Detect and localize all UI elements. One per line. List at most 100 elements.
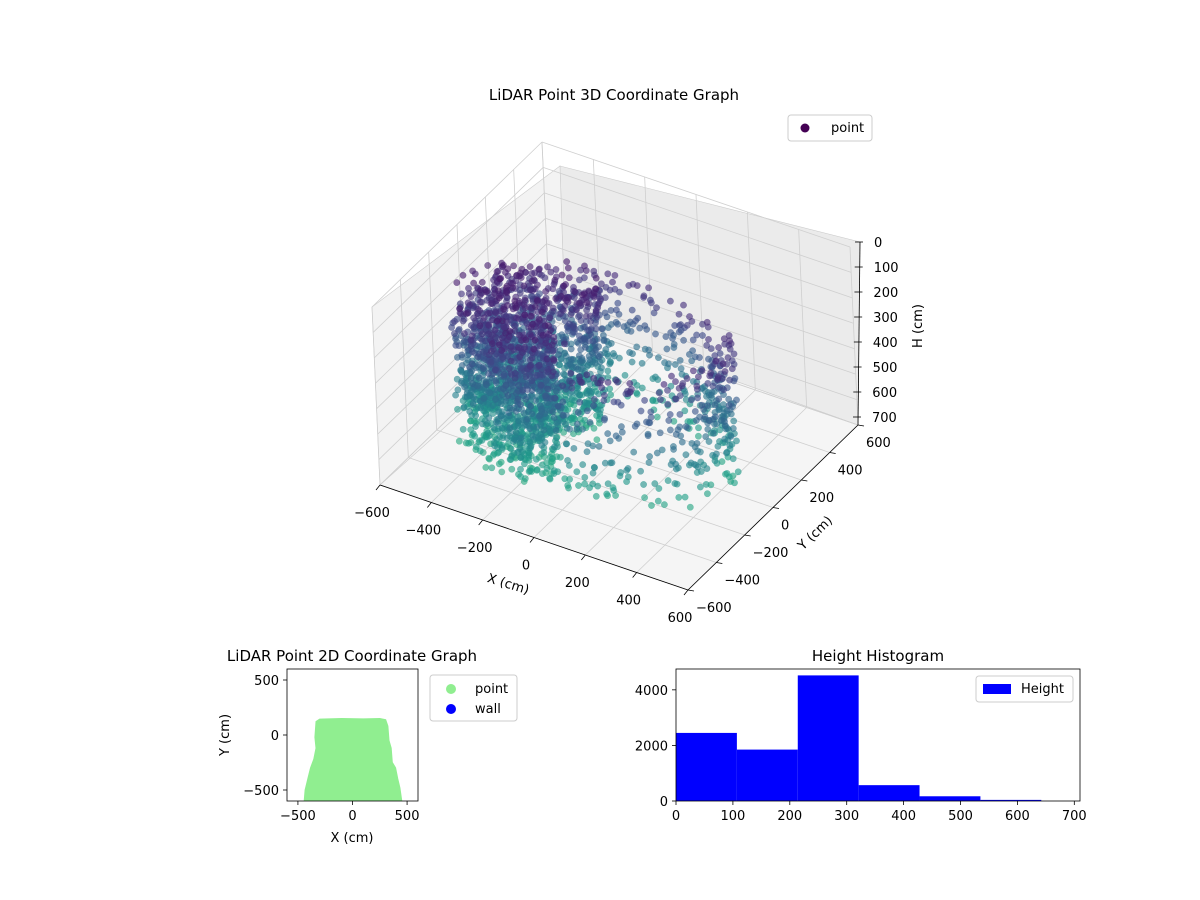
point-3d bbox=[591, 395, 598, 403]
point-3d bbox=[517, 274, 525, 281]
point-3d bbox=[590, 402, 597, 409]
point-3d bbox=[510, 262, 517, 270]
point-3d bbox=[505, 365, 513, 372]
point-3d bbox=[663, 345, 671, 353]
point-3d bbox=[574, 420, 581, 428]
point-3d bbox=[604, 480, 612, 488]
point-3d bbox=[517, 454, 525, 461]
point-3d bbox=[502, 329, 509, 337]
point-3d bbox=[495, 275, 503, 283]
point-3d bbox=[595, 442, 603, 450]
point-3d bbox=[549, 368, 557, 376]
point-3d bbox=[610, 486, 618, 494]
point-3d bbox=[451, 330, 458, 337]
point-3d bbox=[535, 434, 542, 442]
point-3d bbox=[552, 387, 560, 395]
point-3d bbox=[734, 468, 742, 476]
point-3d bbox=[503, 434, 511, 442]
point-3d bbox=[541, 274, 549, 282]
point-3d bbox=[452, 391, 459, 399]
point-3d bbox=[493, 268, 501, 275]
point-3d bbox=[559, 382, 567, 390]
point-3d bbox=[507, 347, 515, 355]
point-3d bbox=[562, 352, 570, 360]
point-3d bbox=[603, 490, 611, 498]
point-3d bbox=[608, 459, 616, 467]
x-tick-label-hist: 600 bbox=[1005, 809, 1030, 824]
point-3d bbox=[715, 395, 723, 403]
point-3d bbox=[482, 463, 490, 471]
point-3d bbox=[500, 323, 508, 330]
point-3d bbox=[714, 376, 721, 383]
point-3d bbox=[624, 465, 632, 472]
point-3d bbox=[675, 310, 683, 318]
point-3d bbox=[541, 392, 549, 399]
point-3d bbox=[590, 289, 598, 297]
point-3d bbox=[498, 444, 506, 451]
point-3d bbox=[492, 379, 500, 386]
point-3d bbox=[618, 428, 626, 436]
point-3d bbox=[707, 391, 715, 399]
point-3d bbox=[468, 360, 476, 368]
point-3d bbox=[636, 324, 644, 332]
point-3d bbox=[689, 336, 697, 344]
histogram-bar bbox=[980, 799, 1042, 801]
point-3d bbox=[682, 451, 690, 459]
point-3d bbox=[549, 408, 557, 416]
chart-3d-title: LiDAR Point 3D Coordinate Graph bbox=[489, 86, 739, 104]
point-3d bbox=[698, 367, 706, 374]
point-3d bbox=[697, 483, 704, 491]
y-tick-label-hist: 0 bbox=[660, 795, 668, 810]
point-3d bbox=[609, 278, 616, 286]
point-3d bbox=[470, 279, 477, 287]
point-3d bbox=[576, 276, 583, 284]
point-3d bbox=[501, 268, 509, 276]
point-3d bbox=[527, 286, 535, 294]
point-3d bbox=[586, 484, 593, 492]
ticks-histogram: 0 100 200 300 400 500 600 700 0 2000 4000 bbox=[635, 684, 1087, 824]
point-3d bbox=[601, 309, 609, 317]
point-3d bbox=[620, 323, 628, 330]
point-3d bbox=[626, 380, 634, 387]
point-3d bbox=[478, 420, 486, 428]
point-3d bbox=[583, 448, 591, 456]
point-3d bbox=[544, 263, 551, 271]
point-3d bbox=[725, 395, 733, 403]
point-3d bbox=[733, 396, 740, 404]
x-axis-label-2d: X (cm) bbox=[331, 831, 374, 846]
point-3d bbox=[694, 463, 702, 471]
point-3d bbox=[572, 306, 580, 313]
point-3d bbox=[606, 286, 614, 294]
point-3d bbox=[532, 397, 540, 404]
point-3d bbox=[545, 422, 553, 430]
point-3d bbox=[567, 345, 575, 353]
point-footprint-2d bbox=[303, 717, 403, 801]
point-3d bbox=[486, 309, 494, 317]
point-3d bbox=[706, 372, 714, 380]
point-3d bbox=[583, 299, 591, 307]
point-3d bbox=[519, 386, 527, 394]
point-3d bbox=[467, 293, 475, 301]
x-tick-label-3d: 600 bbox=[668, 611, 693, 626]
ticks-3d: −600−400−2000200400600−600−400−200020040… bbox=[354, 236, 898, 626]
point-3d bbox=[582, 312, 590, 320]
point-3d bbox=[648, 299, 655, 307]
point-3d bbox=[729, 455, 737, 463]
point-3d bbox=[644, 432, 652, 440]
point-3d bbox=[488, 340, 496, 347]
point-3d bbox=[664, 386, 671, 394]
point-3d bbox=[600, 336, 608, 344]
point-3d bbox=[461, 383, 468, 391]
z-axis-line-3d bbox=[857, 241, 861, 426]
point-3d bbox=[672, 395, 680, 403]
point-3d bbox=[530, 345, 538, 353]
point-3d bbox=[560, 370, 568, 378]
point-3d bbox=[590, 424, 598, 432]
point-3d bbox=[490, 424, 498, 432]
point-3d bbox=[513, 314, 520, 322]
y-tick-label-3d: −600 bbox=[696, 601, 732, 616]
point-3d bbox=[568, 396, 576, 404]
point-3d bbox=[725, 401, 733, 409]
point-3d bbox=[575, 332, 583, 340]
point-3d bbox=[581, 480, 588, 488]
